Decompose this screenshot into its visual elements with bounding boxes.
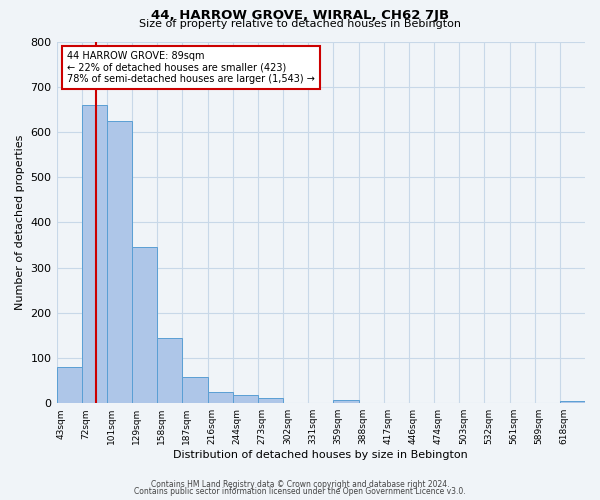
Bar <box>157 338 182 403</box>
Text: 44 HARROW GROVE: 89sqm
← 22% of detached houses are smaller (423)
78% of semi-de: 44 HARROW GROVE: 89sqm ← 22% of detached… <box>67 50 315 84</box>
Bar <box>182 378 208 403</box>
X-axis label: Distribution of detached houses by size in Bebington: Distribution of detached houses by size … <box>173 450 468 460</box>
Bar <box>233 395 258 403</box>
Bar <box>107 120 132 403</box>
Bar <box>334 400 359 403</box>
Text: 44, HARROW GROVE, WIRRAL, CH62 7JB: 44, HARROW GROVE, WIRRAL, CH62 7JB <box>151 9 449 22</box>
Text: Contains HM Land Registry data © Crown copyright and database right 2024.: Contains HM Land Registry data © Crown c… <box>151 480 449 489</box>
Bar <box>208 392 233 403</box>
Bar <box>82 105 107 403</box>
Bar <box>258 398 283 403</box>
Text: Size of property relative to detached houses in Bebington: Size of property relative to detached ho… <box>139 19 461 29</box>
Bar <box>560 401 585 403</box>
Text: Contains public sector information licensed under the Open Government Licence v3: Contains public sector information licen… <box>134 487 466 496</box>
Bar <box>56 367 82 403</box>
Y-axis label: Number of detached properties: Number of detached properties <box>15 134 25 310</box>
Bar <box>132 247 157 403</box>
